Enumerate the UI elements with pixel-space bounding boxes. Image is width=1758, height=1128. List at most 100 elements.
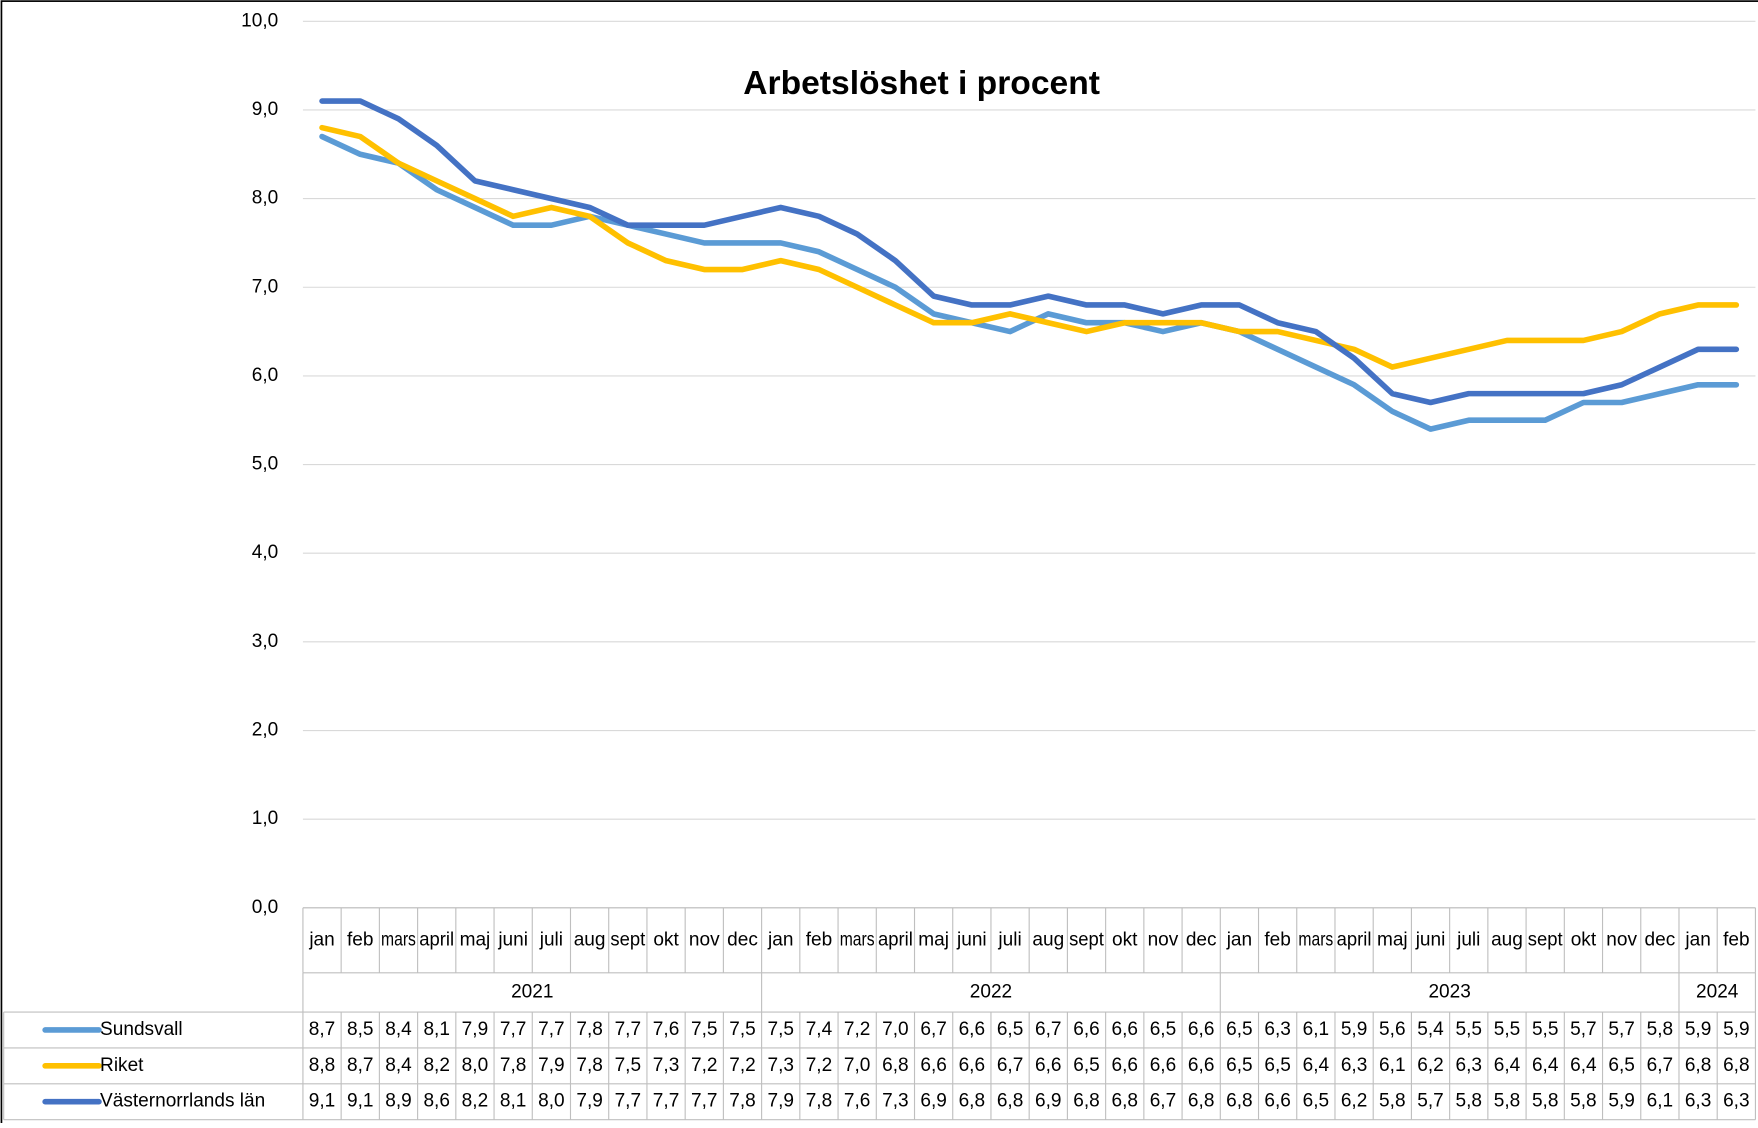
y-tick-label: 7,0 xyxy=(252,276,278,297)
data-label: 7,7 xyxy=(615,1019,641,1040)
data-label: 7,5 xyxy=(615,1055,641,1076)
data-label: 5,4 xyxy=(1417,1019,1444,1040)
data-label: 7,7 xyxy=(615,1091,641,1112)
data-label: 6,3 xyxy=(1456,1055,1482,1076)
x-tick-label: feb xyxy=(806,929,832,950)
x-tick-label: maj xyxy=(460,929,491,950)
y-tick-label: 6,0 xyxy=(252,365,278,386)
data-label: 5,6 xyxy=(1379,1019,1405,1040)
x-tick-label: dec xyxy=(1645,929,1676,950)
data-label: 6,9 xyxy=(1035,1091,1061,1112)
x-tick-label: mars xyxy=(840,929,875,950)
data-label: 8,2 xyxy=(423,1055,449,1076)
data-label: 8,7 xyxy=(347,1055,373,1076)
x-tick-label: sept xyxy=(610,929,646,950)
x-tick-label: okt xyxy=(653,929,679,950)
data-label: 6,5 xyxy=(997,1019,1023,1040)
x-tick-label: jan xyxy=(308,929,334,950)
data-label: 7,3 xyxy=(882,1091,908,1112)
x-tick-label: nov xyxy=(1606,929,1637,950)
x-tick-label: nov xyxy=(689,929,720,950)
data-label: 7,8 xyxy=(576,1019,602,1040)
x-tick-label: feb xyxy=(347,929,373,950)
data-label: 5,5 xyxy=(1494,1019,1520,1040)
data-label: 7,9 xyxy=(538,1055,564,1076)
x-tick-label: nov xyxy=(1148,929,1179,950)
year-label: 2022 xyxy=(970,981,1012,1002)
data-label: 8,9 xyxy=(385,1091,411,1112)
data-label: 6,6 xyxy=(959,1055,985,1076)
data-label: 7,4 xyxy=(806,1019,833,1040)
legend-label: Västernorrlands län xyxy=(100,1091,265,1112)
data-label: 6,1 xyxy=(1303,1019,1329,1040)
data-label: 6,8 xyxy=(959,1091,985,1112)
data-label: 8,6 xyxy=(423,1091,449,1112)
x-tick-label: april xyxy=(1337,929,1372,950)
data-label: 6,1 xyxy=(1379,1055,1405,1076)
data-label: 7,3 xyxy=(653,1055,679,1076)
x-tick-label: aug xyxy=(1032,929,1064,950)
data-label: 6,5 xyxy=(1073,1055,1099,1076)
data-label: 7,5 xyxy=(691,1019,717,1040)
data-label: 6,7 xyxy=(1150,1091,1176,1112)
data-label: 6,4 xyxy=(1303,1055,1330,1076)
data-label: 6,8 xyxy=(1073,1091,1099,1112)
data-label: 6,8 xyxy=(1188,1091,1214,1112)
data-label: 6,5 xyxy=(1226,1019,1252,1040)
data-label: 7,2 xyxy=(806,1055,832,1076)
data-label: 6,5 xyxy=(1226,1055,1252,1076)
data-label: 6,6 xyxy=(920,1055,946,1076)
x-tick-label: dec xyxy=(727,929,758,950)
data-label: 6,8 xyxy=(997,1091,1023,1112)
data-label: 6,3 xyxy=(1723,1091,1749,1112)
data-label: 8,0 xyxy=(462,1055,488,1076)
data-label: 8,2 xyxy=(462,1091,488,1112)
x-tick-label: juni xyxy=(956,929,987,950)
data-label: 6,6 xyxy=(1264,1091,1290,1112)
x-tick-label: maj xyxy=(918,929,949,950)
data-label: 7,9 xyxy=(576,1091,602,1112)
data-label: 5,9 xyxy=(1723,1019,1749,1040)
x-tick-label: feb xyxy=(1723,929,1749,950)
data-label: 5,5 xyxy=(1456,1019,1482,1040)
x-tick-label: feb xyxy=(1264,929,1290,950)
data-label: 7,7 xyxy=(500,1019,526,1040)
series-line xyxy=(319,98,1740,406)
data-label: 7,6 xyxy=(844,1091,870,1112)
data-label: 6,4 xyxy=(1494,1055,1521,1076)
y-tick-label: 9,0 xyxy=(252,99,278,120)
data-label: 6,8 xyxy=(1111,1091,1137,1112)
data-label: 7,2 xyxy=(844,1019,870,1040)
data-label: 6,6 xyxy=(1188,1019,1214,1040)
x-tick-label: jan xyxy=(1684,929,1710,950)
data-label: 6,6 xyxy=(1073,1019,1099,1040)
data-label: 6,2 xyxy=(1341,1091,1367,1112)
data-label: 6,5 xyxy=(1264,1055,1290,1076)
x-tick-label: juli xyxy=(997,929,1021,950)
data-label: 6,6 xyxy=(1188,1055,1214,1076)
data-label: 6,2 xyxy=(1417,1055,1443,1076)
data-label: 6,4 xyxy=(1570,1055,1597,1076)
data-label: 6,3 xyxy=(1264,1019,1290,1040)
data-label: 8,4 xyxy=(385,1055,412,1076)
data-label: 6,3 xyxy=(1341,1055,1367,1076)
data-label: 6,7 xyxy=(997,1055,1023,1076)
data-label: 7,0 xyxy=(882,1019,908,1040)
x-tick-label: sept xyxy=(1069,929,1105,950)
y-tick-label: 3,0 xyxy=(252,631,278,652)
y-tick-label: 0,0 xyxy=(252,897,278,918)
data-label: 5,8 xyxy=(1532,1091,1558,1112)
data-label: 5,8 xyxy=(1379,1091,1405,1112)
data-label: 6,1 xyxy=(1647,1091,1673,1112)
data-label: 7,2 xyxy=(729,1055,755,1076)
data-label: 5,9 xyxy=(1341,1019,1367,1040)
data-label: 6,5 xyxy=(1608,1055,1634,1076)
data-label: 6,5 xyxy=(1303,1091,1329,1112)
data-label: 7,8 xyxy=(729,1091,755,1112)
data-label: 5,9 xyxy=(1685,1019,1711,1040)
data-label: 7,9 xyxy=(767,1091,793,1112)
y-tick-label: 10,0 xyxy=(241,10,278,31)
data-label: 5,8 xyxy=(1494,1091,1520,1112)
legend-label: Riket xyxy=(100,1055,144,1076)
